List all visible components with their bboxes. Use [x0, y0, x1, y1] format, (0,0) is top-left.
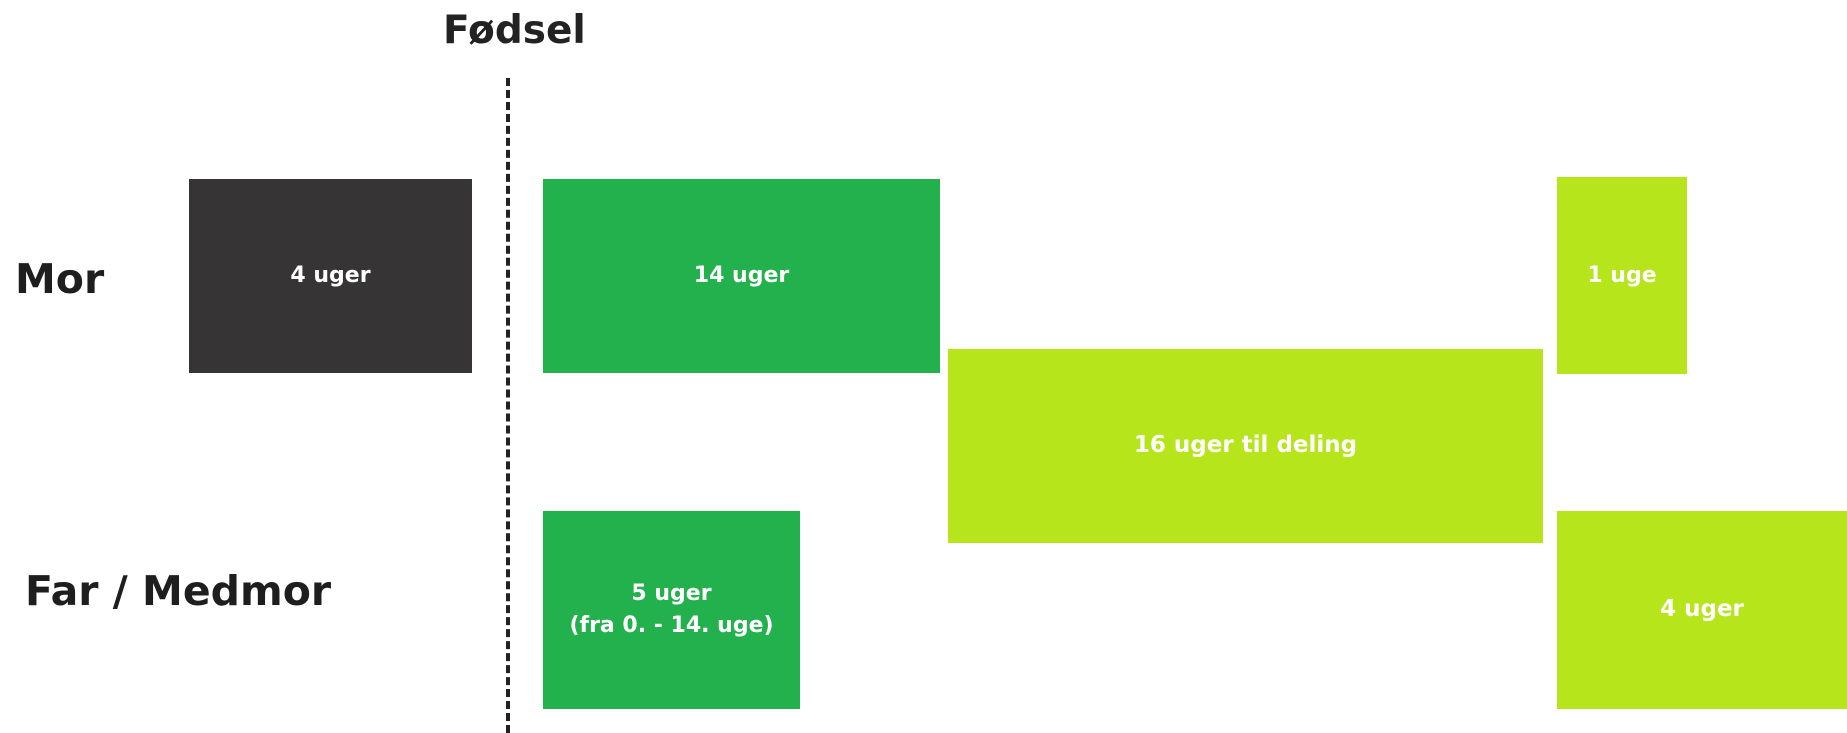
block-mother-pre-birth-4-weeks: 4 uger [189, 179, 472, 373]
block-father-5-weeks: 5 uger (fra 0. - 14. uge) [543, 511, 800, 709]
block-label: 14 uger [693, 263, 790, 289]
block-label: 16 uger til deling [1133, 432, 1358, 459]
block-label: 4 uger [290, 263, 371, 289]
birth-divider-line [506, 78, 510, 733]
row-label-father-comother: Far / Medmor [25, 567, 332, 615]
block-label: 1 uge [1587, 262, 1657, 288]
row-label-mother: Mor [15, 255, 105, 303]
block-label-line-2: (fra 0. - 14. uge) [569, 613, 774, 638]
block-mother-1-week: 1 uge [1557, 177, 1687, 374]
birth-heading: Fødsel [443, 8, 586, 53]
block-father-4-weeks: 4 uger [1557, 511, 1847, 709]
block-label-line-1: 5 uger [631, 581, 712, 607]
block-shared-16-weeks: 16 uger til deling [948, 349, 1543, 543]
block-mother-14-weeks: 14 uger [543, 179, 940, 373]
block-label: 4 uger [1660, 596, 1744, 623]
